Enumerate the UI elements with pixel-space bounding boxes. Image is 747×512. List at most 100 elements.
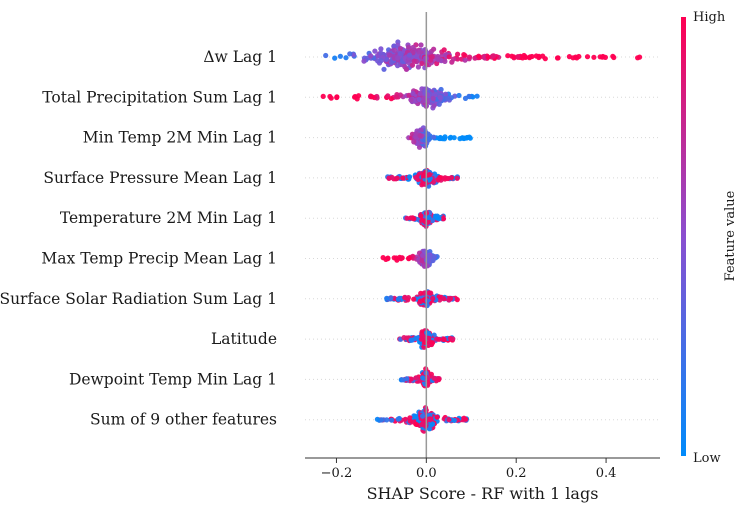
x-tick-label: 0.2 — [506, 466, 527, 481]
shap-point — [447, 135, 453, 141]
shap-point — [378, 46, 384, 52]
shap-point — [417, 133, 423, 139]
shap-point — [467, 54, 473, 60]
shap-point — [420, 413, 426, 419]
shap-point — [421, 173, 427, 179]
shap-point — [446, 54, 452, 60]
shap-point — [337, 53, 343, 59]
shap-point — [424, 298, 430, 304]
shap-point — [397, 45, 404, 52]
shap-point — [418, 336, 425, 342]
shap-point — [637, 54, 643, 60]
feature-swarm — [374, 405, 470, 434]
shap-point — [455, 51, 461, 57]
colorbar-high-label: High — [693, 10, 726, 25]
shap-point — [334, 94, 340, 101]
shap-point — [430, 95, 436, 102]
shap-point — [405, 297, 411, 303]
shap-point — [430, 295, 436, 302]
shap-point — [456, 92, 462, 99]
shap-point — [521, 52, 527, 59]
shap-point — [474, 93, 480, 99]
shap-point — [406, 52, 413, 58]
shap-point — [395, 63, 401, 69]
shap-point — [385, 256, 391, 262]
shap-point — [438, 86, 444, 93]
shap-point — [430, 257, 436, 264]
shap-point — [410, 90, 416, 97]
shap-point — [413, 414, 419, 420]
shap-point — [394, 175, 400, 181]
shap-point — [457, 136, 463, 142]
shap-point — [323, 52, 329, 59]
shap-point — [584, 54, 591, 60]
points-layer — [320, 39, 643, 434]
shap-point — [327, 93, 333, 100]
shap-point — [427, 416, 433, 423]
shap-point — [356, 93, 362, 99]
shap-point — [431, 46, 437, 52]
shap-point — [430, 340, 436, 346]
shap-point — [404, 376, 410, 382]
shap-point — [611, 54, 617, 61]
shap-point — [462, 57, 468, 63]
shap-point — [406, 44, 412, 50]
shap-point — [347, 51, 353, 57]
shap-point — [411, 58, 417, 64]
shap-point — [461, 415, 467, 421]
shap-point — [391, 255, 397, 261]
shap-point — [435, 177, 441, 183]
shap-point — [378, 58, 384, 64]
shap-point — [409, 62, 416, 68]
shap-point — [527, 54, 533, 60]
shap-point — [400, 175, 406, 181]
shap-point — [418, 290, 424, 296]
shap-point — [443, 91, 449, 97]
shap-point — [419, 332, 425, 338]
shap-point — [448, 175, 455, 181]
shap-point — [591, 54, 597, 60]
shap-point — [343, 55, 349, 61]
colorbar-gradient — [681, 17, 686, 456]
shap-point — [428, 290, 434, 296]
shap-point — [419, 421, 425, 428]
shap-point — [466, 134, 472, 140]
shap-point — [441, 336, 447, 343]
shap-point — [436, 336, 442, 342]
shap-point — [451, 417, 457, 423]
shap-point — [576, 53, 582, 60]
shap-point — [384, 417, 390, 423]
shap-point — [403, 66, 409, 72]
shap-point — [448, 295, 454, 302]
shap-point — [434, 414, 440, 420]
shap-point — [542, 56, 548, 62]
shap-point — [399, 255, 405, 261]
shap-point — [369, 94, 375, 100]
shap-point — [417, 91, 423, 97]
shap-point — [419, 258, 425, 264]
shap-point — [418, 42, 424, 48]
shap-point — [454, 297, 460, 303]
feature-label: Surface Pressure Mean Lag 1 — [43, 169, 277, 187]
feature-swarm — [398, 366, 442, 389]
feature-label: Total Precipitation Sum Lag 1 — [42, 88, 277, 106]
shap-point — [408, 97, 414, 103]
feature-label: Min Temp 2M Min Lag 1 — [83, 129, 277, 147]
shap-point — [485, 54, 491, 60]
row-gridlines — [305, 56, 660, 421]
feature-swarm — [403, 209, 447, 229]
shap-point — [404, 335, 410, 341]
feature-label: Max Temp Precip Mean Lag 1 — [41, 250, 277, 268]
shap-point — [404, 215, 410, 221]
x-axis-title: SHAP Score - RF with 1 lags — [367, 484, 599, 503]
colorbar-low-label: Low — [693, 451, 721, 466]
shap-point — [476, 53, 482, 59]
shap-point — [447, 335, 453, 341]
shap-point — [411, 139, 417, 145]
shap-point — [511, 54, 517, 60]
shap-point — [320, 93, 326, 99]
shap-point — [332, 55, 338, 61]
feature-label: Δw Lag 1 — [203, 48, 277, 66]
shap-point — [515, 54, 521, 60]
